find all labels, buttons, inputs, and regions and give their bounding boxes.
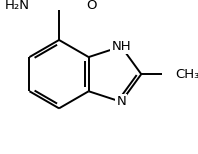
Text: CH₃: CH₃ [175, 68, 198, 81]
Text: O: O [86, 0, 97, 12]
Text: N: N [116, 95, 126, 108]
Text: H₂N: H₂N [5, 0, 30, 12]
Text: NH: NH [111, 40, 131, 53]
